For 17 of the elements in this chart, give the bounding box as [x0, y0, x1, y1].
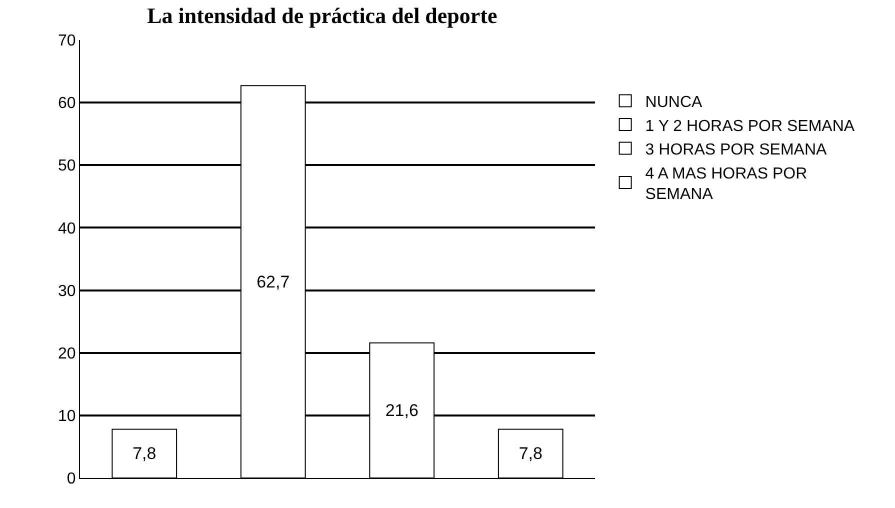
data-label: 7,8 [132, 444, 156, 464]
data-label: 62,7 [256, 272, 290, 292]
y-tick-label: 20 [58, 345, 76, 362]
y-tick-label: 40 [58, 220, 76, 238]
legend-label: NUNCA [645, 94, 703, 111]
legend-label: 1 Y 2 HORAS POR SEMANA [645, 118, 855, 135]
legend-label: 4 A MAS HORAS POR SEMANA [645, 165, 808, 204]
data-label: 21,6 [385, 400, 418, 420]
y-tick-label: 60 [58, 95, 76, 112]
y-tick-label: 70 [58, 32, 76, 50]
y-tick-label: 10 [58, 408, 76, 426]
chart-title: La intensidad de práctica del deporte [147, 3, 498, 28]
y-tick-label: 30 [58, 282, 76, 300]
legend-label: 3 HORAS POR SEMANA [645, 142, 828, 159]
data-label: 7,8 [518, 444, 542, 464]
y-tick-label: 50 [58, 158, 76, 175]
y-tick-label: 0 [66, 470, 76, 488]
